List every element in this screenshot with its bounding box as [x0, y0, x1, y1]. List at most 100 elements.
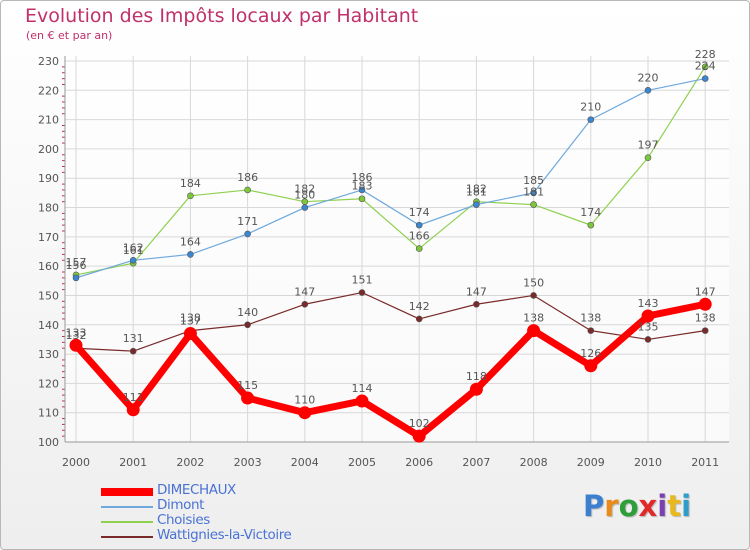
- data-label: 224: [695, 60, 716, 73]
- data-point: [587, 327, 595, 334]
- data-label: 164: [180, 235, 201, 248]
- data-label: 182: [294, 183, 315, 196]
- legend-swatch: [101, 536, 153, 538]
- data-label: 220: [638, 71, 659, 84]
- y-tick-label: 210: [38, 114, 59, 127]
- data-point: [244, 230, 251, 238]
- data-label: 156: [66, 259, 87, 272]
- data-label: 182: [466, 183, 487, 196]
- data-point: [183, 327, 197, 341]
- data-label: 132: [66, 329, 87, 342]
- data-point: [129, 347, 137, 355]
- data-label: 110: [294, 394, 315, 407]
- data-label: 184: [180, 177, 201, 190]
- data-label: 147: [294, 285, 315, 298]
- data-label: 135: [638, 320, 659, 333]
- data-label: 162: [123, 241, 144, 254]
- data-label: 102: [409, 417, 430, 430]
- data-point: [244, 186, 251, 194]
- y-tick-label: 220: [38, 84, 59, 97]
- data-point: [584, 359, 598, 373]
- data-label: 138: [180, 312, 201, 325]
- data-label: 114: [352, 382, 373, 395]
- data-label: 118: [466, 370, 487, 383]
- data-point: [126, 403, 140, 417]
- data-point: [530, 292, 537, 299]
- data-label: 166: [409, 230, 430, 243]
- data-point: [129, 256, 137, 264]
- data-point: [644, 87, 652, 94]
- data-point: [301, 204, 309, 211]
- data-label: 151: [352, 274, 373, 287]
- data-label: 140: [237, 306, 258, 319]
- series-line-wattignies-la-victoire: [75, 291, 706, 352]
- chart-title: Evolution des Impôts locaux par Habitant: [25, 5, 419, 27]
- y-tick-label: 140: [38, 319, 59, 332]
- data-point: [587, 116, 595, 123]
- proxiti-logo: Proxiti: [583, 489, 692, 523]
- data-label: 161: [123, 244, 144, 257]
- data-label: 142: [409, 300, 430, 313]
- data-point: [301, 300, 309, 308]
- plot-area: [65, 56, 729, 442]
- data-label: 157: [66, 256, 87, 269]
- legend-label: DIMECHAUX: [157, 482, 236, 498]
- y-tick-label: 130: [38, 348, 59, 361]
- data-label: 174: [409, 206, 430, 219]
- data-point: [644, 154, 652, 162]
- data-label: 126: [580, 347, 601, 360]
- data-point: [415, 315, 423, 323]
- data-point: [530, 201, 537, 208]
- y-tick-label: 150: [38, 289, 59, 302]
- x-tick-label: 2010: [634, 456, 662, 469]
- data-point: [644, 336, 652, 343]
- data-label: 228: [695, 48, 716, 61]
- data-point: [69, 338, 83, 352]
- legend-swatch: [101, 506, 153, 508]
- data-label: 147: [466, 285, 487, 298]
- data-label: 137: [180, 315, 201, 328]
- data-label: 180: [294, 189, 315, 202]
- data-label: 174: [580, 206, 601, 219]
- data-label: 143: [638, 297, 659, 310]
- legend-label: Wattignies-la-Victoire: [157, 527, 292, 543]
- data-point: [355, 394, 369, 408]
- x-tick-label: 2001: [119, 456, 147, 469]
- data-point: [701, 75, 709, 82]
- y-tick-label: 200: [38, 143, 59, 156]
- y-tick-label: 190: [38, 172, 59, 185]
- data-point: [469, 382, 483, 396]
- data-point: [473, 201, 480, 208]
- data-point: [358, 195, 366, 203]
- data-point: [241, 391, 255, 405]
- data-label: 147: [695, 285, 716, 298]
- x-tick-label: 2004: [291, 456, 319, 469]
- data-point: [187, 192, 194, 200]
- x-tick-label: 2002: [176, 456, 204, 469]
- data-point: [358, 186, 366, 194]
- data-point: [701, 63, 709, 71]
- data-label: 171: [237, 215, 258, 228]
- data-label: 138: [523, 312, 544, 325]
- data-label: 185: [523, 174, 544, 187]
- y-tick-label: 100: [38, 436, 59, 449]
- y-tick-label: 230: [38, 55, 59, 68]
- data-point: [587, 221, 595, 229]
- data-point: [698, 297, 712, 311]
- legend-swatch: [101, 521, 153, 523]
- data-point: [187, 251, 194, 258]
- y-tick-label: 170: [38, 231, 59, 244]
- data-point: [72, 274, 80, 282]
- data-point: [641, 309, 655, 323]
- data-label: 181: [466, 186, 487, 199]
- data-point: [298, 406, 312, 420]
- x-tick-label: 2009: [577, 456, 605, 469]
- x-tick-label: 2003: [234, 456, 262, 469]
- data-point: [415, 245, 423, 252]
- x-tick-label: 2005: [348, 456, 376, 469]
- data-label: 186: [237, 171, 258, 184]
- data-label: 111: [123, 391, 144, 404]
- x-tick-label: 2011: [691, 456, 719, 469]
